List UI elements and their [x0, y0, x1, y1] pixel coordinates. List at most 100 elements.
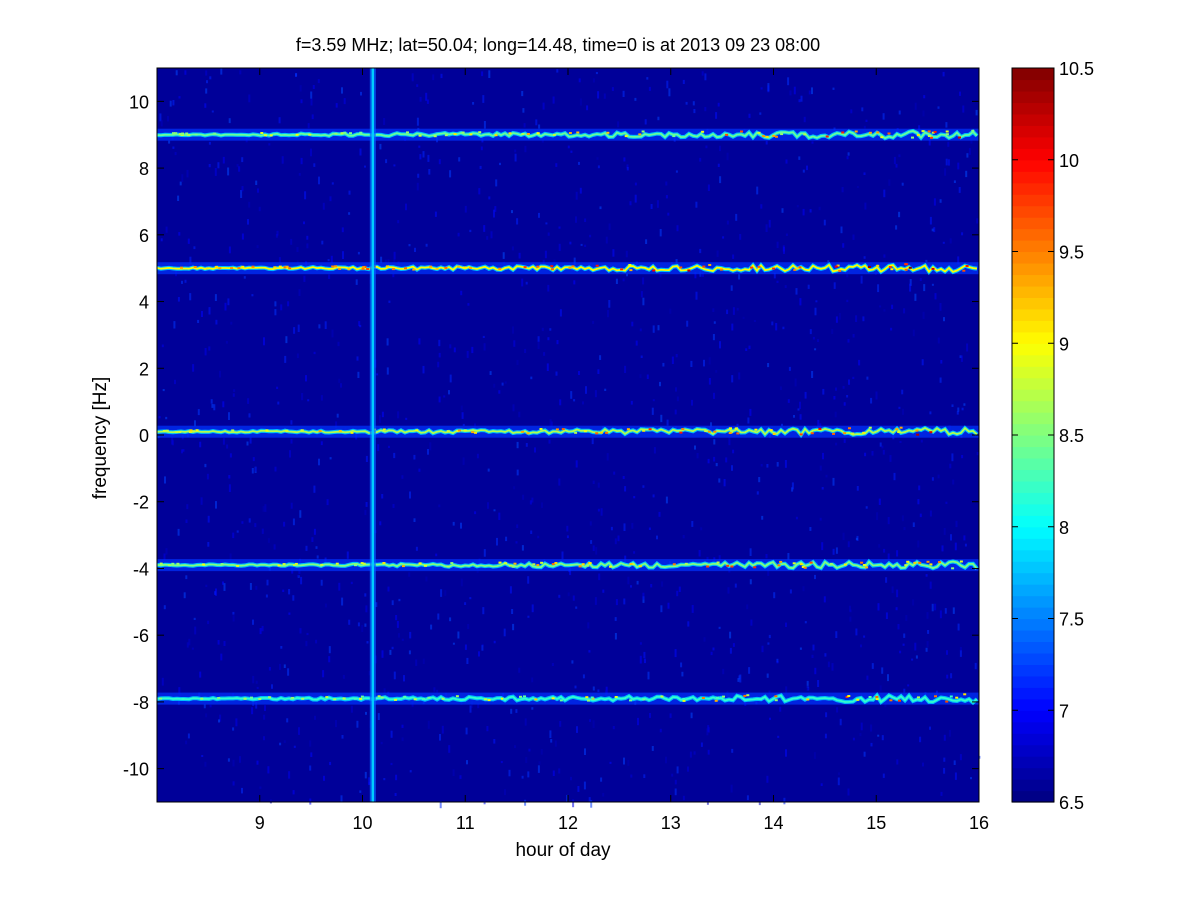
noise-speck — [292, 595, 295, 601]
noise-speck — [172, 100, 175, 106]
noise-speck — [358, 321, 361, 327]
band-speck — [757, 131, 761, 134]
noise-speck — [848, 379, 850, 385]
noise-speck — [286, 718, 289, 723]
noise-speck — [940, 791, 943, 796]
noise-speck — [340, 383, 342, 388]
noise-speck — [600, 777, 603, 782]
event-core — [371, 68, 374, 802]
noise-speck — [381, 411, 384, 418]
colorbar-tick-label: 10 — [1059, 151, 1079, 171]
noise-speck — [775, 323, 778, 331]
band-speck — [194, 133, 198, 136]
noise-speck — [163, 605, 166, 610]
noise-speck — [235, 718, 238, 727]
noise-speck — [527, 615, 530, 618]
noise-speck — [804, 391, 807, 399]
noise-speck — [335, 103, 338, 108]
band-speck — [463, 429, 467, 432]
noise-speck — [482, 95, 485, 103]
noise-speck — [577, 786, 580, 792]
band-speck — [927, 130, 931, 133]
band-speck — [167, 564, 171, 567]
noise-speck — [232, 532, 235, 539]
noise-speck — [457, 232, 460, 237]
noise-speck — [693, 109, 696, 114]
noise-speck — [266, 579, 269, 586]
noise-speck — [193, 246, 196, 250]
noise-speck — [602, 589, 605, 593]
noise-speck — [758, 477, 761, 483]
noise-speck — [630, 585, 632, 588]
noise-speck — [597, 369, 600, 374]
band-speck — [725, 133, 729, 136]
noise-speck — [504, 789, 506, 796]
band-speck — [500, 697, 504, 700]
noise-speck — [232, 611, 235, 615]
noise-speck — [842, 385, 845, 389]
noise-speck — [238, 166, 241, 172]
noise-speck — [766, 464, 769, 468]
noise-speck — [240, 190, 243, 198]
noise-speck — [822, 388, 825, 395]
noise-speck — [749, 548, 752, 556]
noise-speck — [460, 290, 463, 296]
noise-speck — [970, 777, 972, 780]
noise-speck — [464, 602, 467, 605]
noise-speck — [493, 640, 496, 644]
noise-speck — [974, 662, 977, 670]
band-speck — [446, 430, 450, 433]
noise-speck — [899, 441, 902, 443]
noise-speck — [929, 216, 932, 225]
noise-speck — [368, 670, 371, 676]
band-speck — [394, 698, 397, 701]
noise-speck — [649, 713, 651, 718]
noise-speck — [392, 504, 395, 508]
noise-speck — [735, 213, 738, 221]
noise-speck — [559, 309, 562, 317]
noise-speck — [524, 718, 527, 726]
noise-speck — [934, 293, 937, 300]
noise-speck — [608, 300, 611, 308]
band-speck — [867, 266, 871, 268]
noise-speck — [870, 724, 873, 732]
noise-speck — [605, 236, 608, 244]
noise-speck — [205, 70, 208, 76]
noise-speck — [504, 381, 507, 384]
noise-speck — [726, 309, 729, 315]
band-speck — [508, 564, 512, 567]
noise-speck — [350, 581, 353, 585]
band-speck — [716, 696, 719, 699]
noise-speck — [713, 321, 716, 324]
noise-speck — [817, 339, 819, 342]
noise-speck — [939, 610, 942, 619]
noise-speck — [461, 412, 464, 419]
noise-speck — [205, 584, 208, 587]
band-speck — [915, 429, 919, 432]
x-tick-label: 15 — [866, 813, 886, 833]
noise-speck — [922, 762, 924, 767]
noise-speck — [767, 363, 770, 368]
noise-speck — [388, 300, 391, 303]
noise-speck — [626, 273, 628, 277]
band-speck — [838, 269, 842, 272]
noise-speck — [699, 248, 702, 254]
noise-speck — [559, 721, 562, 727]
noise-speck — [903, 633, 906, 638]
noise-speck — [731, 465, 733, 471]
noise-speck — [864, 452, 867, 457]
noise-speck — [776, 241, 779, 248]
noise-speck — [939, 377, 942, 383]
noise-speck — [241, 233, 244, 240]
noise-speck — [822, 452, 824, 460]
noise-speck — [162, 389, 165, 392]
noise-speck — [328, 646, 331, 654]
noise-speck — [172, 146, 175, 149]
noise-speck — [478, 651, 480, 657]
noise-speck — [947, 159, 950, 166]
band-speck — [714, 699, 718, 702]
noise-speck — [248, 413, 251, 418]
